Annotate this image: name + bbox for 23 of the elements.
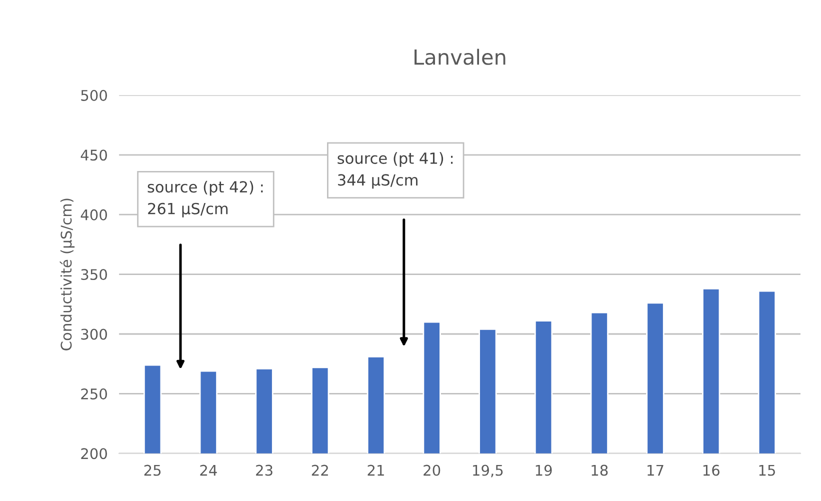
x-tick-label: 17 xyxy=(648,464,664,476)
x-tick-label: 24 xyxy=(200,464,217,476)
x-tick-label: 21 xyxy=(368,464,384,476)
chart-title: Lanvalen xyxy=(414,48,506,65)
y-tick-label: 350 xyxy=(81,269,107,280)
y-tick-label: 250 xyxy=(81,388,107,400)
y-axis-title: Conductivité (µS/cm) xyxy=(60,198,75,350)
x-tick-label: 22 xyxy=(312,464,328,476)
y-tick-label: 500 xyxy=(81,90,107,101)
x-tick-label: 20 xyxy=(424,464,440,476)
y-tick-label: 450 xyxy=(80,150,107,161)
y-tick-label: 300 xyxy=(81,328,107,340)
x-tick-label: 18 xyxy=(592,464,608,476)
annotation: source (pt 42) : 261 µS/cm xyxy=(148,180,263,218)
y-tick-label: 400 xyxy=(80,209,107,220)
x-tick-label: 25 xyxy=(144,464,161,476)
x-tick-label: 23 xyxy=(256,464,272,476)
x-tick-label: 15 xyxy=(759,464,775,476)
y-tick-label: 200 xyxy=(81,448,107,460)
x-tick-label: 16 xyxy=(703,464,720,476)
x-tick-label: 19 xyxy=(536,464,552,476)
x-tick-label: 19,5 xyxy=(473,464,503,478)
annotation: source (pt 41) : 344 µS/cm xyxy=(338,152,453,189)
